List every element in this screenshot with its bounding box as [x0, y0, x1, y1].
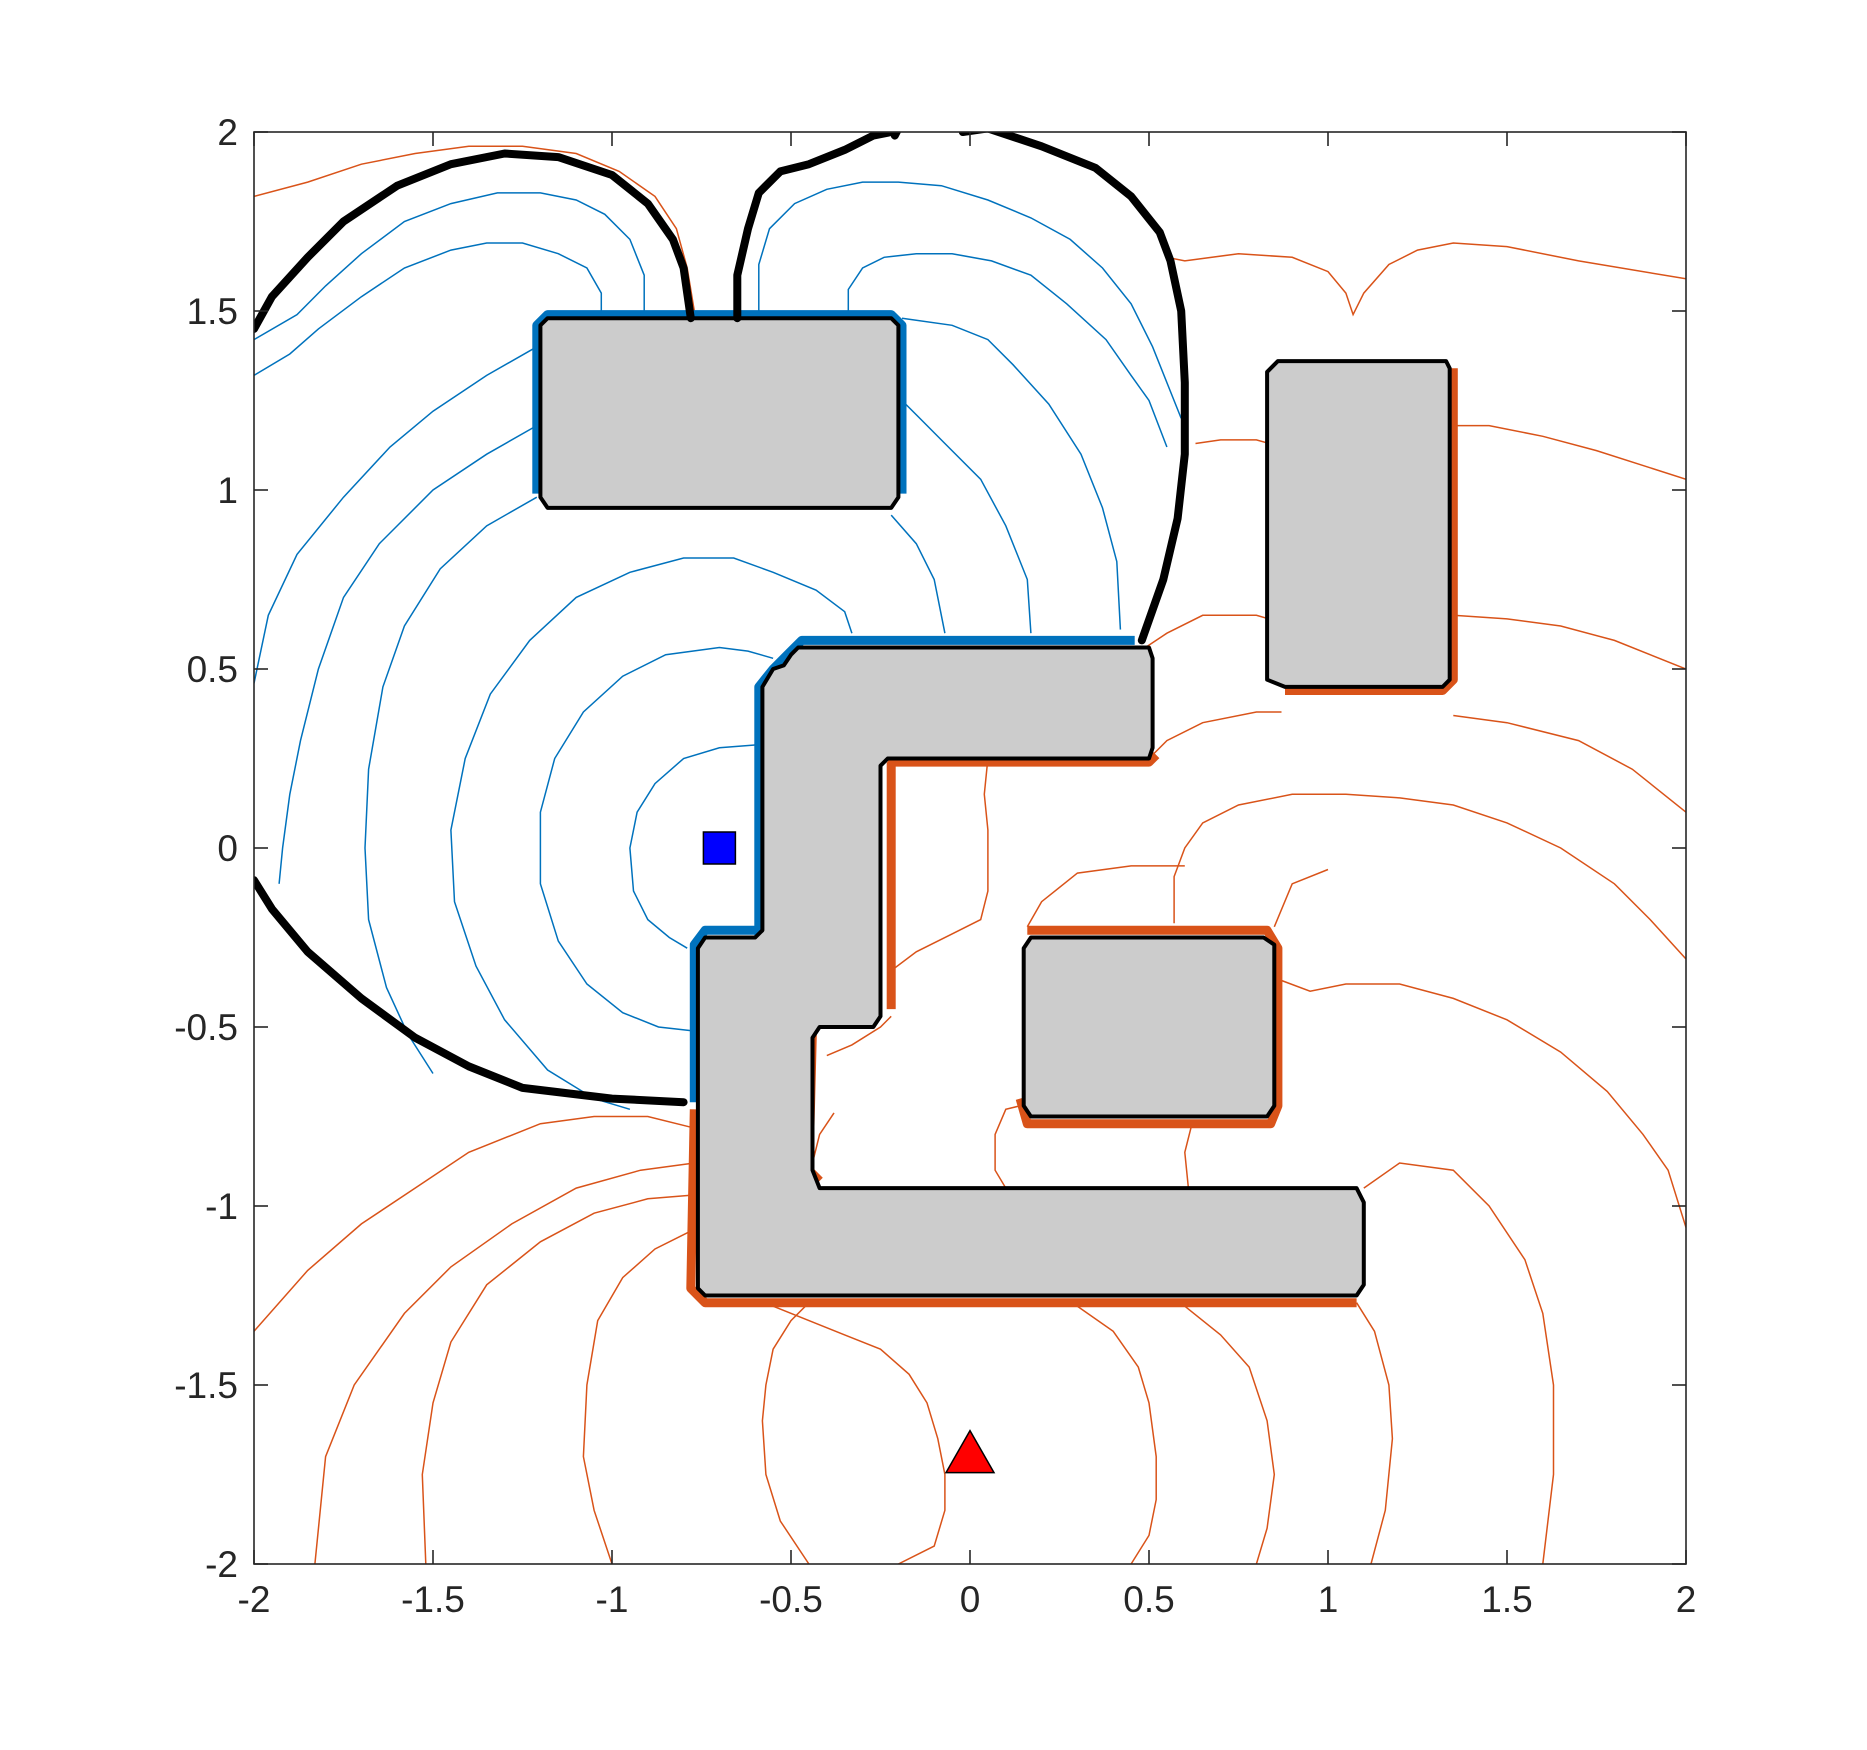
separatrix-curve: [890, 132, 902, 140]
orange-contour-line: [1453, 424, 1686, 481]
orange-contour-line: [1453, 614, 1686, 670]
blue-contour-line: [450, 557, 853, 1111]
y-tick-label: 2: [217, 112, 238, 153]
blue-contour-line: [847, 252, 1168, 448]
obstacle-top-left-block: [538, 316, 901, 510]
separatrix-curve: [958, 132, 1189, 645]
y-tick-label: 1: [217, 470, 238, 511]
orange-contour-line: [1076, 1305, 1157, 1564]
x-tick-label: -2: [238, 1579, 271, 1620]
orange-contour-line: [1026, 865, 1185, 928]
obstacle-wall: [695, 645, 1366, 1298]
blue-contour-line: [254, 242, 603, 377]
tick-labels: -2 -1.5 -1 -0.5 0 0.5 1 1.5 2 -2 -1.5 -1 -0.5 0 0.5 1 1.…: [174, 112, 1696, 1620]
orange-boundary-edge: [1285, 368, 1458, 695]
orange-contour-line: [1453, 714, 1686, 813]
blue-boundary-edge: [689, 925, 756, 1103]
red-triangle-marker: [944, 1429, 996, 1474]
x-tick-label: 0.5: [1123, 1579, 1174, 1620]
orange-contour-line: [1184, 1123, 1193, 1189]
orange-contour-line: [1355, 1302, 1394, 1564]
y-tick-label: 0.5: [187, 649, 238, 690]
orange-contour-line: [1148, 711, 1282, 760]
blue-contour-line: [539, 646, 774, 1032]
orange-contour-line: [1281, 979, 1686, 1228]
orange-contour-line: [994, 1105, 1021, 1189]
orange-boundary-edge: [686, 1109, 1357, 1308]
axis-ticks: [253, 131, 1687, 1565]
blue-contour-line: [364, 496, 538, 1074]
obstacle-middle-block: [1021, 935, 1277, 1119]
orange-contour-line: [1173, 793, 1686, 960]
obstacles: [538, 316, 1452, 1298]
separatrix-curve: [254, 876, 688, 1107]
x-tick-label: 1: [1318, 1579, 1339, 1620]
orange-contour-line: [826, 1015, 892, 1057]
contour-lines: [254, 145, 1686, 1564]
orange-contour-line: [772, 1305, 946, 1564]
orange-contour-line: [1184, 1305, 1276, 1564]
blue-contour-line: [758, 181, 1182, 419]
orange-contour-line: [1166, 242, 1686, 317]
orange-contour-line: [421, 1194, 691, 1564]
orange-contour-line: [254, 145, 696, 312]
orange-contour-line: [582, 1230, 692, 1564]
obstacle-right-block: [1265, 359, 1452, 689]
orange-contour-line: [761, 1302, 810, 1564]
blue-square-marker: [702, 831, 737, 865]
blue-contour-line: [254, 192, 645, 341]
x-tick-label: 1.5: [1481, 1579, 1532, 1620]
blue-contour-line: [278, 424, 538, 884]
x-tick-label: 2: [1676, 1579, 1697, 1620]
separatrix-curves: [254, 132, 1189, 1107]
orange-contour-line: [254, 1115, 691, 1332]
orange-contour-line: [1273, 868, 1329, 928]
blue-contour-line: [254, 346, 538, 684]
orange-boundary-edge: [887, 751, 1160, 767]
blue-boundary-edge: [532, 310, 907, 494]
orange-contour-line: [1144, 614, 1282, 649]
y-tick-label: -0.5: [174, 1007, 238, 1048]
y-tick-label: 0: [217, 828, 238, 869]
y-tick-label: 1.5: [187, 291, 238, 332]
blue-contour-line: [901, 399, 1032, 634]
markers: [702, 831, 996, 1474]
orange-boundary-edge: [1015, 925, 1283, 1129]
blue-contour-line: [890, 514, 946, 634]
y-tick-label: -1.5: [174, 1365, 238, 1406]
x-tick-label: -0.5: [759, 1579, 823, 1620]
orange-contour-line: [811, 1112, 835, 1164]
blue-boundary-edge: [754, 635, 1135, 938]
x-tick-label: -1: [596, 1579, 629, 1620]
separatrix-curve: [254, 149, 695, 333]
orange-contour-line: [1363, 1162, 1555, 1564]
x-tick-label: 0: [960, 1579, 981, 1620]
orange-contour-line: [314, 1162, 695, 1564]
orange-contour-line: [887, 758, 989, 974]
separatrix-curve: [733, 132, 896, 323]
y-tick-label: -2: [205, 1544, 238, 1585]
x-tick-label: -1.5: [401, 1579, 465, 1620]
y-tick-label: -1: [205, 1186, 238, 1227]
blue-contour-line: [901, 317, 1122, 630]
